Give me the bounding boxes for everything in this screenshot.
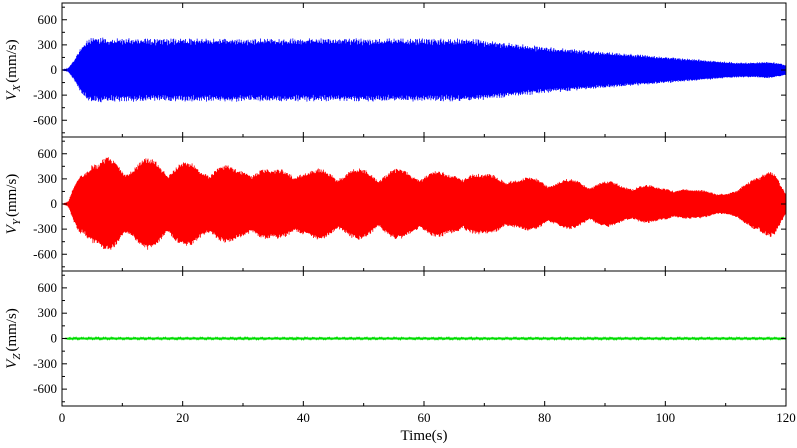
y-axis-title-main: V [4, 358, 20, 369]
series-line-middle [62, 157, 786, 250]
y-tick-label-middle: 600 [38, 146, 58, 161]
x-tick-label: 80 [538, 410, 551, 425]
panel-bottom: -600 -300 0 300 600 VZ (mm/s) 0 20 40 60 80 100 120 Ti… [4, 270, 796, 444]
y-axis-title-unit: (mm/s) [4, 308, 20, 351]
y-tick-label-bottom: 600 [38, 280, 58, 295]
y-axis-title-sub: X [11, 83, 23, 92]
y-axis-title-main: V [4, 90, 20, 101]
y-tick-label-bottom: -300 [33, 356, 57, 371]
x-tick-label: 40 [297, 410, 310, 425]
x-tick-label: 100 [656, 410, 676, 425]
y-tick-label-top: 600 [38, 12, 58, 27]
y-tick-label-top: 300 [38, 37, 58, 52]
y-tick-label-top: -300 [33, 87, 57, 102]
series-line-bottom [62, 336, 786, 341]
y-axis-title-top: VX(mm/s) [4, 39, 23, 100]
y-axis-title-main: V [4, 223, 20, 234]
y-tick-label-top: 0 [51, 62, 58, 77]
x-tick-label: 120 [776, 410, 796, 425]
x-tick-label: 0 [59, 410, 66, 425]
y-axis-title-bottom: VZ (mm/s) [4, 308, 23, 369]
y-tick-label-bottom: 300 [38, 305, 58, 320]
y-axis-title-unit: (mm/s) [4, 39, 20, 82]
y-tick-label-middle: 0 [51, 196, 58, 211]
x-tick-label: 20 [176, 410, 189, 425]
x-axis-title: Time(s) [401, 428, 448, 444]
y-tick-label-middle: 300 [38, 171, 58, 186]
y-axis-title-unit: (mm/s) [4, 174, 20, 217]
y-axis-title-sub: Z [11, 353, 23, 360]
y-tick-label-bottom: 0 [51, 331, 58, 346]
panel-middle: -600 -300 0 300 600 VY(mm/s) [4, 136, 787, 272]
x-tick-label: 60 [418, 410, 431, 425]
y-tick-label-middle: -600 [33, 246, 57, 261]
series-line-top [62, 37, 786, 103]
y-tick-label-middle: -300 [33, 221, 57, 236]
y-tick-label-bottom: -600 [33, 381, 57, 396]
y-axis-title-sub: Y [11, 217, 23, 225]
y-tick-label-top: -600 [33, 112, 57, 127]
y-axis-title-middle: VY(mm/s) [4, 174, 23, 235]
